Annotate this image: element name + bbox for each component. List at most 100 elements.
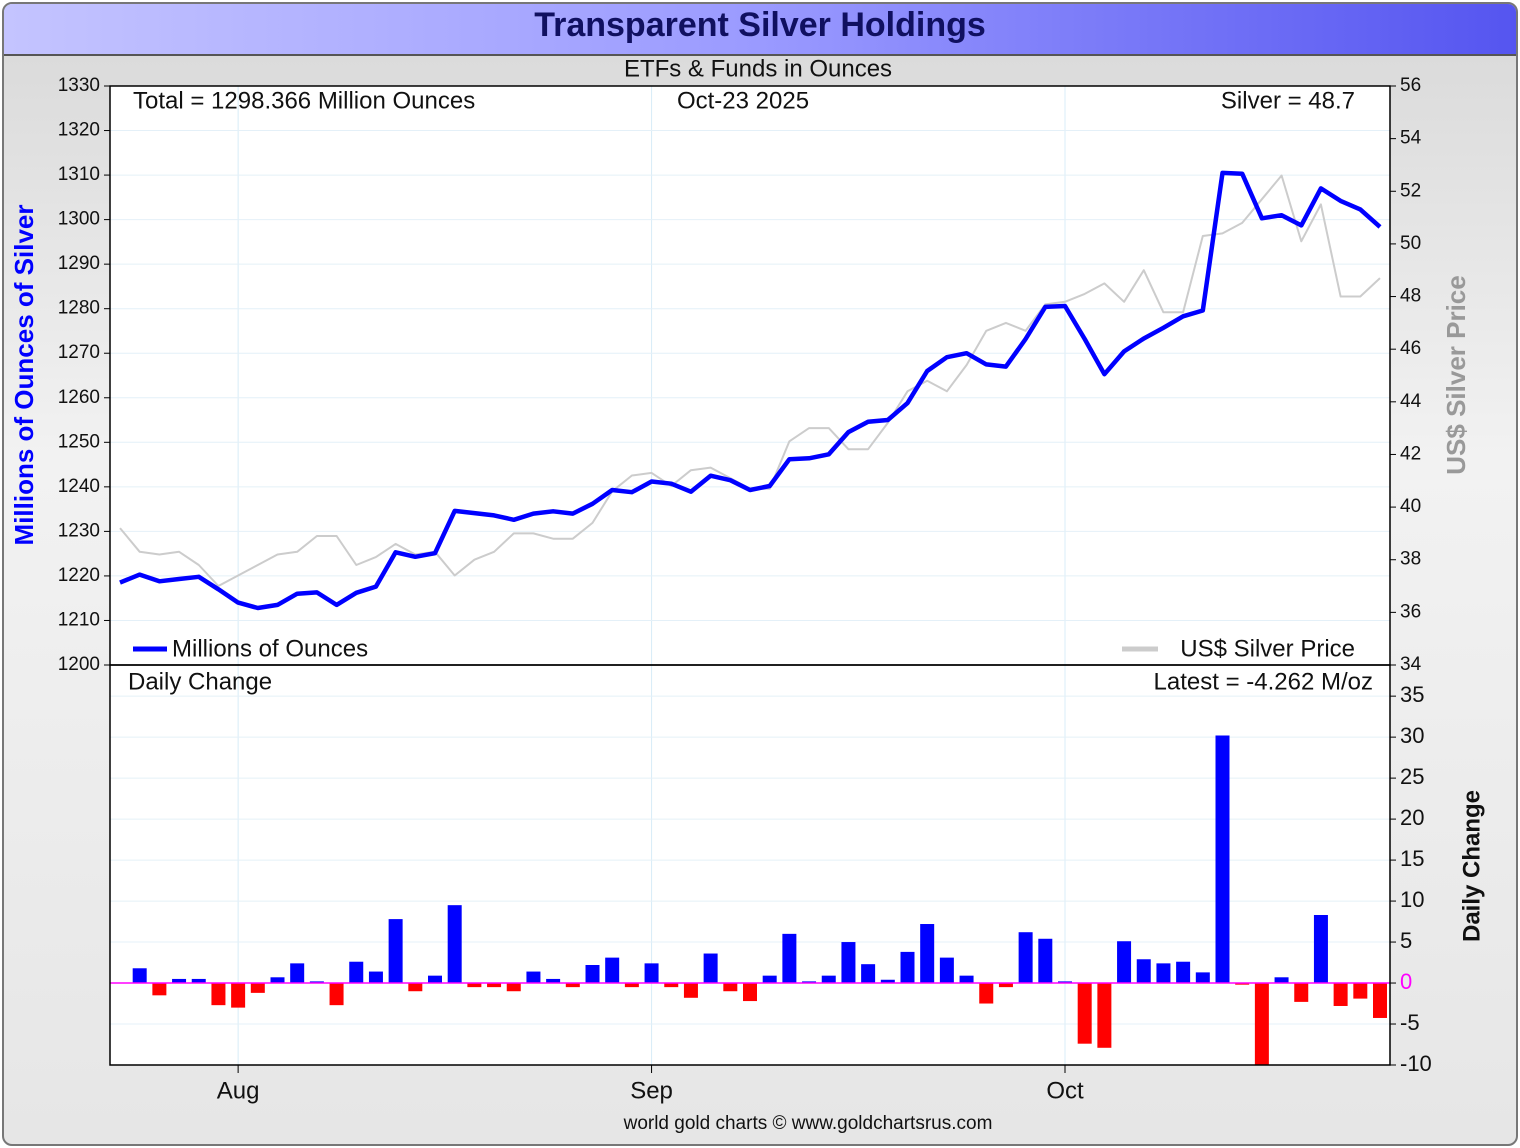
bar (211, 983, 226, 1006)
page-title: Transparent Silver Holdings (534, 6, 986, 44)
y-tick-label: 25 (1400, 764, 1424, 789)
bar (506, 983, 521, 992)
bar (959, 975, 974, 984)
y-tick-label: 35 (1400, 682, 1424, 707)
bar (487, 983, 502, 988)
annotation: Oct-23 2025 (677, 87, 809, 114)
y-axis-label: Millions of Ounces of Silver (9, 205, 39, 546)
bar (329, 983, 344, 1006)
bar (1195, 972, 1210, 984)
x-tick-label: Oct (1046, 1077, 1084, 1104)
bar (408, 983, 423, 992)
y-tick-label: 30 (1400, 723, 1424, 748)
bar (1373, 983, 1387, 1018)
y-tick-label: 5 (1400, 928, 1412, 953)
y-tick-label: 1240 (58, 476, 100, 497)
legend-label: Millions of Ounces (172, 635, 368, 662)
bar (1038, 938, 1053, 984)
bar (1018, 932, 1033, 984)
y-tick-label: 1330 (58, 75, 100, 96)
y-tick-label: 1210 (58, 609, 100, 630)
annotation: Silver = 48.7 (1221, 87, 1355, 114)
bar (309, 981, 324, 984)
y-tick-label: 0 (1400, 969, 1412, 994)
bar (920, 924, 935, 984)
bar (250, 983, 265, 993)
bar (231, 983, 246, 1008)
bar (998, 983, 1013, 988)
bar (388, 919, 403, 984)
bar (1353, 983, 1368, 999)
y-tick-label: -10 (1400, 1051, 1432, 1076)
y2-tick-label: 40 (1400, 496, 1421, 517)
bar (1254, 983, 1269, 1065)
y2-tick-label: 48 (1400, 286, 1421, 307)
y2-tick-label: 36 (1400, 601, 1421, 622)
bar (782, 933, 797, 984)
y2-tick-label: 42 (1400, 443, 1421, 464)
bar (132, 968, 147, 984)
y-tick-label: 1250 (58, 431, 100, 452)
bar (939, 957, 954, 984)
bar (1136, 959, 1151, 984)
y-tick-label: 1310 (58, 164, 100, 185)
bar (1274, 977, 1289, 984)
bar (979, 983, 994, 1004)
y-tick-label: 1270 (58, 342, 100, 363)
y-tick-label: 1230 (58, 520, 100, 541)
y2-tick-label: 56 (1400, 75, 1421, 96)
bar (585, 965, 600, 984)
bar (349, 961, 364, 984)
bar (644, 963, 659, 984)
bar (664, 983, 679, 988)
y-tick-label: 1290 (58, 253, 100, 274)
bar (723, 983, 738, 992)
y-tick-label: 1280 (58, 298, 100, 319)
bar (1077, 983, 1092, 1044)
y2-tick-label: 52 (1400, 180, 1421, 201)
plot-border (109, 664, 1391, 1066)
y2-tick-label: 54 (1400, 128, 1422, 149)
series-line (119, 170, 1382, 611)
bar (1117, 941, 1132, 984)
bar (447, 905, 462, 984)
bar (428, 975, 442, 984)
bar (605, 957, 620, 984)
y-axis-label: Daily Change (1458, 790, 1485, 942)
bar (821, 975, 836, 984)
bar (841, 942, 856, 984)
y-tick-label: 1320 (58, 120, 100, 141)
bar (191, 978, 206, 984)
y2-tick-label: 38 (1400, 549, 1421, 570)
y-tick-label: 15 (1400, 846, 1424, 871)
y2-axis-label: US$ Silver Price (1441, 275, 1471, 474)
bar (467, 983, 482, 988)
legend-label: US$ Silver Price (1180, 635, 1355, 662)
y2-tick-label: 50 (1400, 233, 1421, 254)
y-tick-label: 10 (1400, 887, 1424, 912)
bar (743, 983, 757, 1002)
bar (546, 978, 561, 984)
y-tick-label: -5 (1400, 1010, 1420, 1035)
bar (152, 983, 167, 996)
panel-title: Daily Change (128, 668, 272, 695)
bar (900, 951, 915, 984)
y-tick-label: 1220 (58, 565, 100, 586)
x-tick-label: Aug (217, 1077, 260, 1104)
bar (683, 983, 698, 998)
bar (270, 977, 285, 984)
bar (1176, 961, 1191, 984)
bar (624, 983, 639, 988)
y-tick-label: 20 (1400, 805, 1424, 830)
bar (703, 953, 718, 984)
subtitle: ETFs & Funds in Ounces (624, 55, 892, 82)
bar (762, 975, 777, 984)
bar (802, 981, 817, 984)
bar (1333, 983, 1348, 1006)
bar (1235, 983, 1250, 985)
bar (1294, 983, 1309, 1002)
annotation: Total = 1298.366 Million Ounces (133, 87, 475, 114)
annotation: Latest = -4.262 M/oz (1154, 668, 1373, 695)
bar (861, 964, 876, 984)
